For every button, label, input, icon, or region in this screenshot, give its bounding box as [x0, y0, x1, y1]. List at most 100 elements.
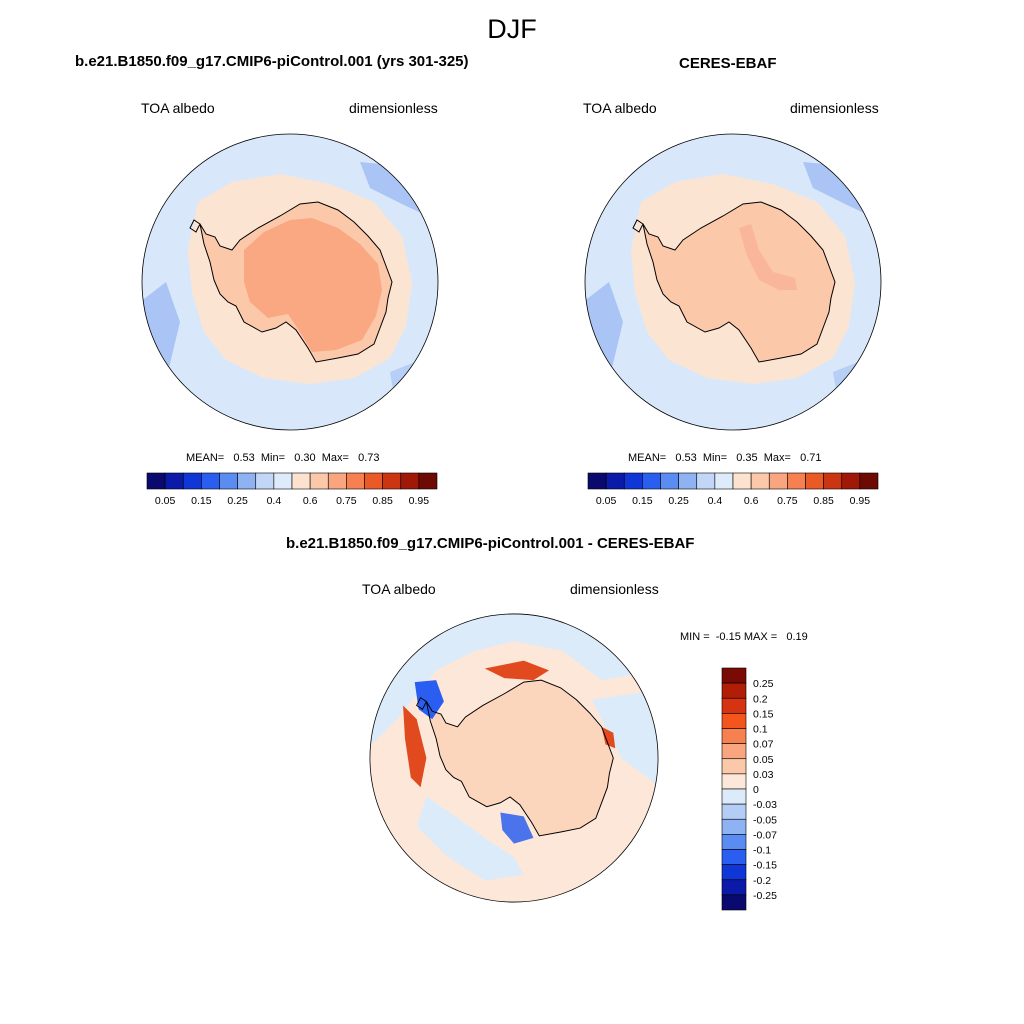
antarctica-difference — [426, 680, 614, 836]
negative-field-north — [369, 613, 659, 749]
colorbar-cell — [400, 472, 420, 490]
colorbar-cell — [201, 472, 220, 490]
strong-positive-patch-weddell — [403, 705, 427, 788]
units-label-model: dimensionless — [349, 100, 438, 116]
colorbar-cell — [721, 818, 747, 835]
colorbar-cell — [291, 472, 311, 490]
antarctica — [643, 202, 835, 362]
polar-map-diff — [369, 613, 659, 903]
colorbar-cell — [721, 728, 747, 744]
colorbar-tick-label: 0.15 — [753, 708, 774, 720]
colorbar-tick-label: 0.15 — [191, 495, 212, 507]
stats-diff: MIN = -0.15 MAX = 0.19 — [680, 631, 808, 643]
colorbar-cell — [219, 472, 238, 490]
colorbar-tick-label: 0 — [753, 784, 759, 796]
colorbar-cell — [382, 472, 402, 490]
colorbar-cell — [721, 773, 747, 790]
colorbar-tick-label: -0.15 — [753, 860, 777, 872]
colorbar-tick-label: -0.2 — [753, 875, 771, 887]
colorbar-tick-label: 0.6 — [303, 495, 318, 507]
map-boundary — [584, 133, 882, 431]
colorbar-tick-label: 0.25 — [753, 678, 774, 690]
colorbar-tick-label: 0.05 — [753, 754, 774, 766]
colorbar-cell — [182, 472, 202, 490]
colorbar-cell — [721, 834, 747, 850]
colorbar-cell — [823, 472, 843, 490]
colorbar-tick-label: -0.1 — [753, 845, 771, 857]
variable-label-obs: TOA albedo — [583, 100, 657, 116]
colorbar-cell — [327, 472, 347, 490]
negative-field-south — [416, 796, 524, 881]
variable-label-diff: TOA albedo — [362, 581, 436, 597]
colorbar-tick-label: 0.03 — [753, 769, 774, 781]
panel-title-diff: b.e21.B1850.f09_g17.CMIP6-piControl.001 … — [286, 535, 695, 552]
colorbar-cell — [237, 472, 257, 490]
colorbar-cell — [721, 667, 747, 684]
colorbar-tick-label: 0.6 — [744, 495, 759, 507]
map-boundary — [369, 613, 659, 903]
colorbar-tick-label: -0.07 — [753, 829, 777, 841]
colorbar-tick-label: 0.85 — [813, 495, 834, 507]
colorbar-tick-label: 0.75 — [777, 495, 798, 507]
strong-negative-patch-ross — [500, 812, 534, 844]
colorbar-cell — [714, 472, 734, 490]
colorbar-cell — [732, 472, 752, 490]
colorbar-cell — [696, 472, 716, 490]
colorbar-cell — [721, 697, 747, 714]
colorbar-cell — [164, 472, 184, 490]
colorbar-cell — [750, 472, 770, 490]
panel-title-model: b.e21.B1850.f09_g17.CMIP6-piControl.001 … — [75, 53, 469, 70]
colorbar-cell — [721, 788, 747, 805]
colorbar-tick-label: 0.05 — [596, 495, 617, 507]
colorbar-diff: 0.25 0.2 0.15 0.1 0.07 0.05 0.03 0 -0.03 -0.05 -0.… — [721, 667, 777, 911]
colorbar-cell — [364, 472, 383, 490]
polar-map-obs — [584, 133, 882, 431]
colorbar-obs: 0.05 0.15 0.25 0.4 0.6 0.75 0.85 0.95 — [587, 472, 879, 507]
panel-title-obs: CERES-EBAF — [679, 55, 777, 72]
colorbar-cell — [587, 472, 607, 490]
colorbar-cell — [721, 682, 747, 699]
colorbar-cell — [418, 472, 438, 490]
antarctica-interior — [244, 218, 382, 352]
colorbar-tick-label: 0.4 — [267, 495, 282, 507]
colorbar-cell — [721, 713, 747, 729]
colorbar-cell — [146, 472, 166, 490]
colorbar-tick-label: 0.95 — [850, 495, 871, 507]
colorbar-tick-label: -0.25 — [753, 890, 777, 902]
colorbar-cell — [721, 803, 747, 820]
colorbar-cell — [309, 472, 329, 490]
colorbar-tick-label: -0.05 — [753, 814, 777, 826]
colorbar-tick-label: 0.07 — [753, 739, 774, 751]
coastline — [199, 201, 393, 363]
colorbar-cell — [721, 894, 747, 911]
ridge-band — [739, 224, 797, 290]
coastline — [642, 201, 836, 363]
colorbar-tick-label: 0.1 — [753, 724, 768, 736]
colorbar-tick-label: 0.95 — [409, 495, 430, 507]
colorbar-cell — [805, 472, 824, 490]
colorbar-tick-label: 0.75 — [336, 495, 357, 507]
figure-title: DJF — [487, 14, 537, 44]
colorbar-cell — [273, 472, 293, 490]
colorbar-cell — [346, 472, 365, 490]
colorbar-cell — [721, 864, 747, 881]
units-label-diff: dimensionless — [570, 581, 659, 597]
colorbar-tick-label: 0.85 — [372, 495, 393, 507]
units-label-obs: dimensionless — [790, 100, 879, 116]
colorbar-tick-label: 0.25 — [227, 495, 248, 507]
colorbar-cell — [605, 472, 625, 490]
variable-label-model: TOA albedo — [141, 100, 215, 116]
colorbar-cell — [255, 472, 275, 490]
strong-positive-patch-dronning-maud — [484, 660, 550, 681]
coastline — [425, 679, 614, 837]
colorbar-cell — [678, 472, 698, 490]
colorbar-cell — [768, 472, 788, 490]
colorbar-tick-label: 0.25 — [668, 495, 689, 507]
colorbar-cell — [721, 743, 747, 760]
colorbar-cell — [721, 758, 747, 775]
colorbar-cell — [721, 849, 747, 865]
colorbar-cell — [859, 472, 879, 490]
peninsula-islands — [416, 696, 428, 711]
peninsula-islands — [632, 219, 644, 233]
colorbar-tick-label: -0.03 — [753, 799, 777, 811]
